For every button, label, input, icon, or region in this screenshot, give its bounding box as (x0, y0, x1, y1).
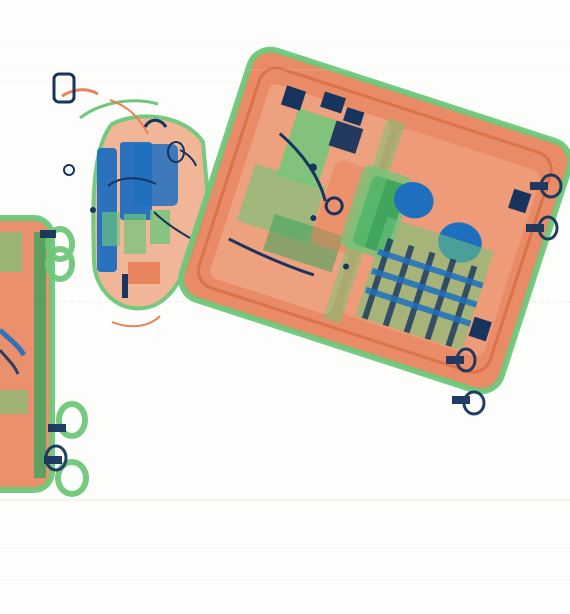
middle-bag (52, 72, 211, 328)
left-suitcase (0, 215, 89, 497)
scanner-ghost-lines (0, 81, 570, 501)
right-suitcase (178, 46, 570, 416)
